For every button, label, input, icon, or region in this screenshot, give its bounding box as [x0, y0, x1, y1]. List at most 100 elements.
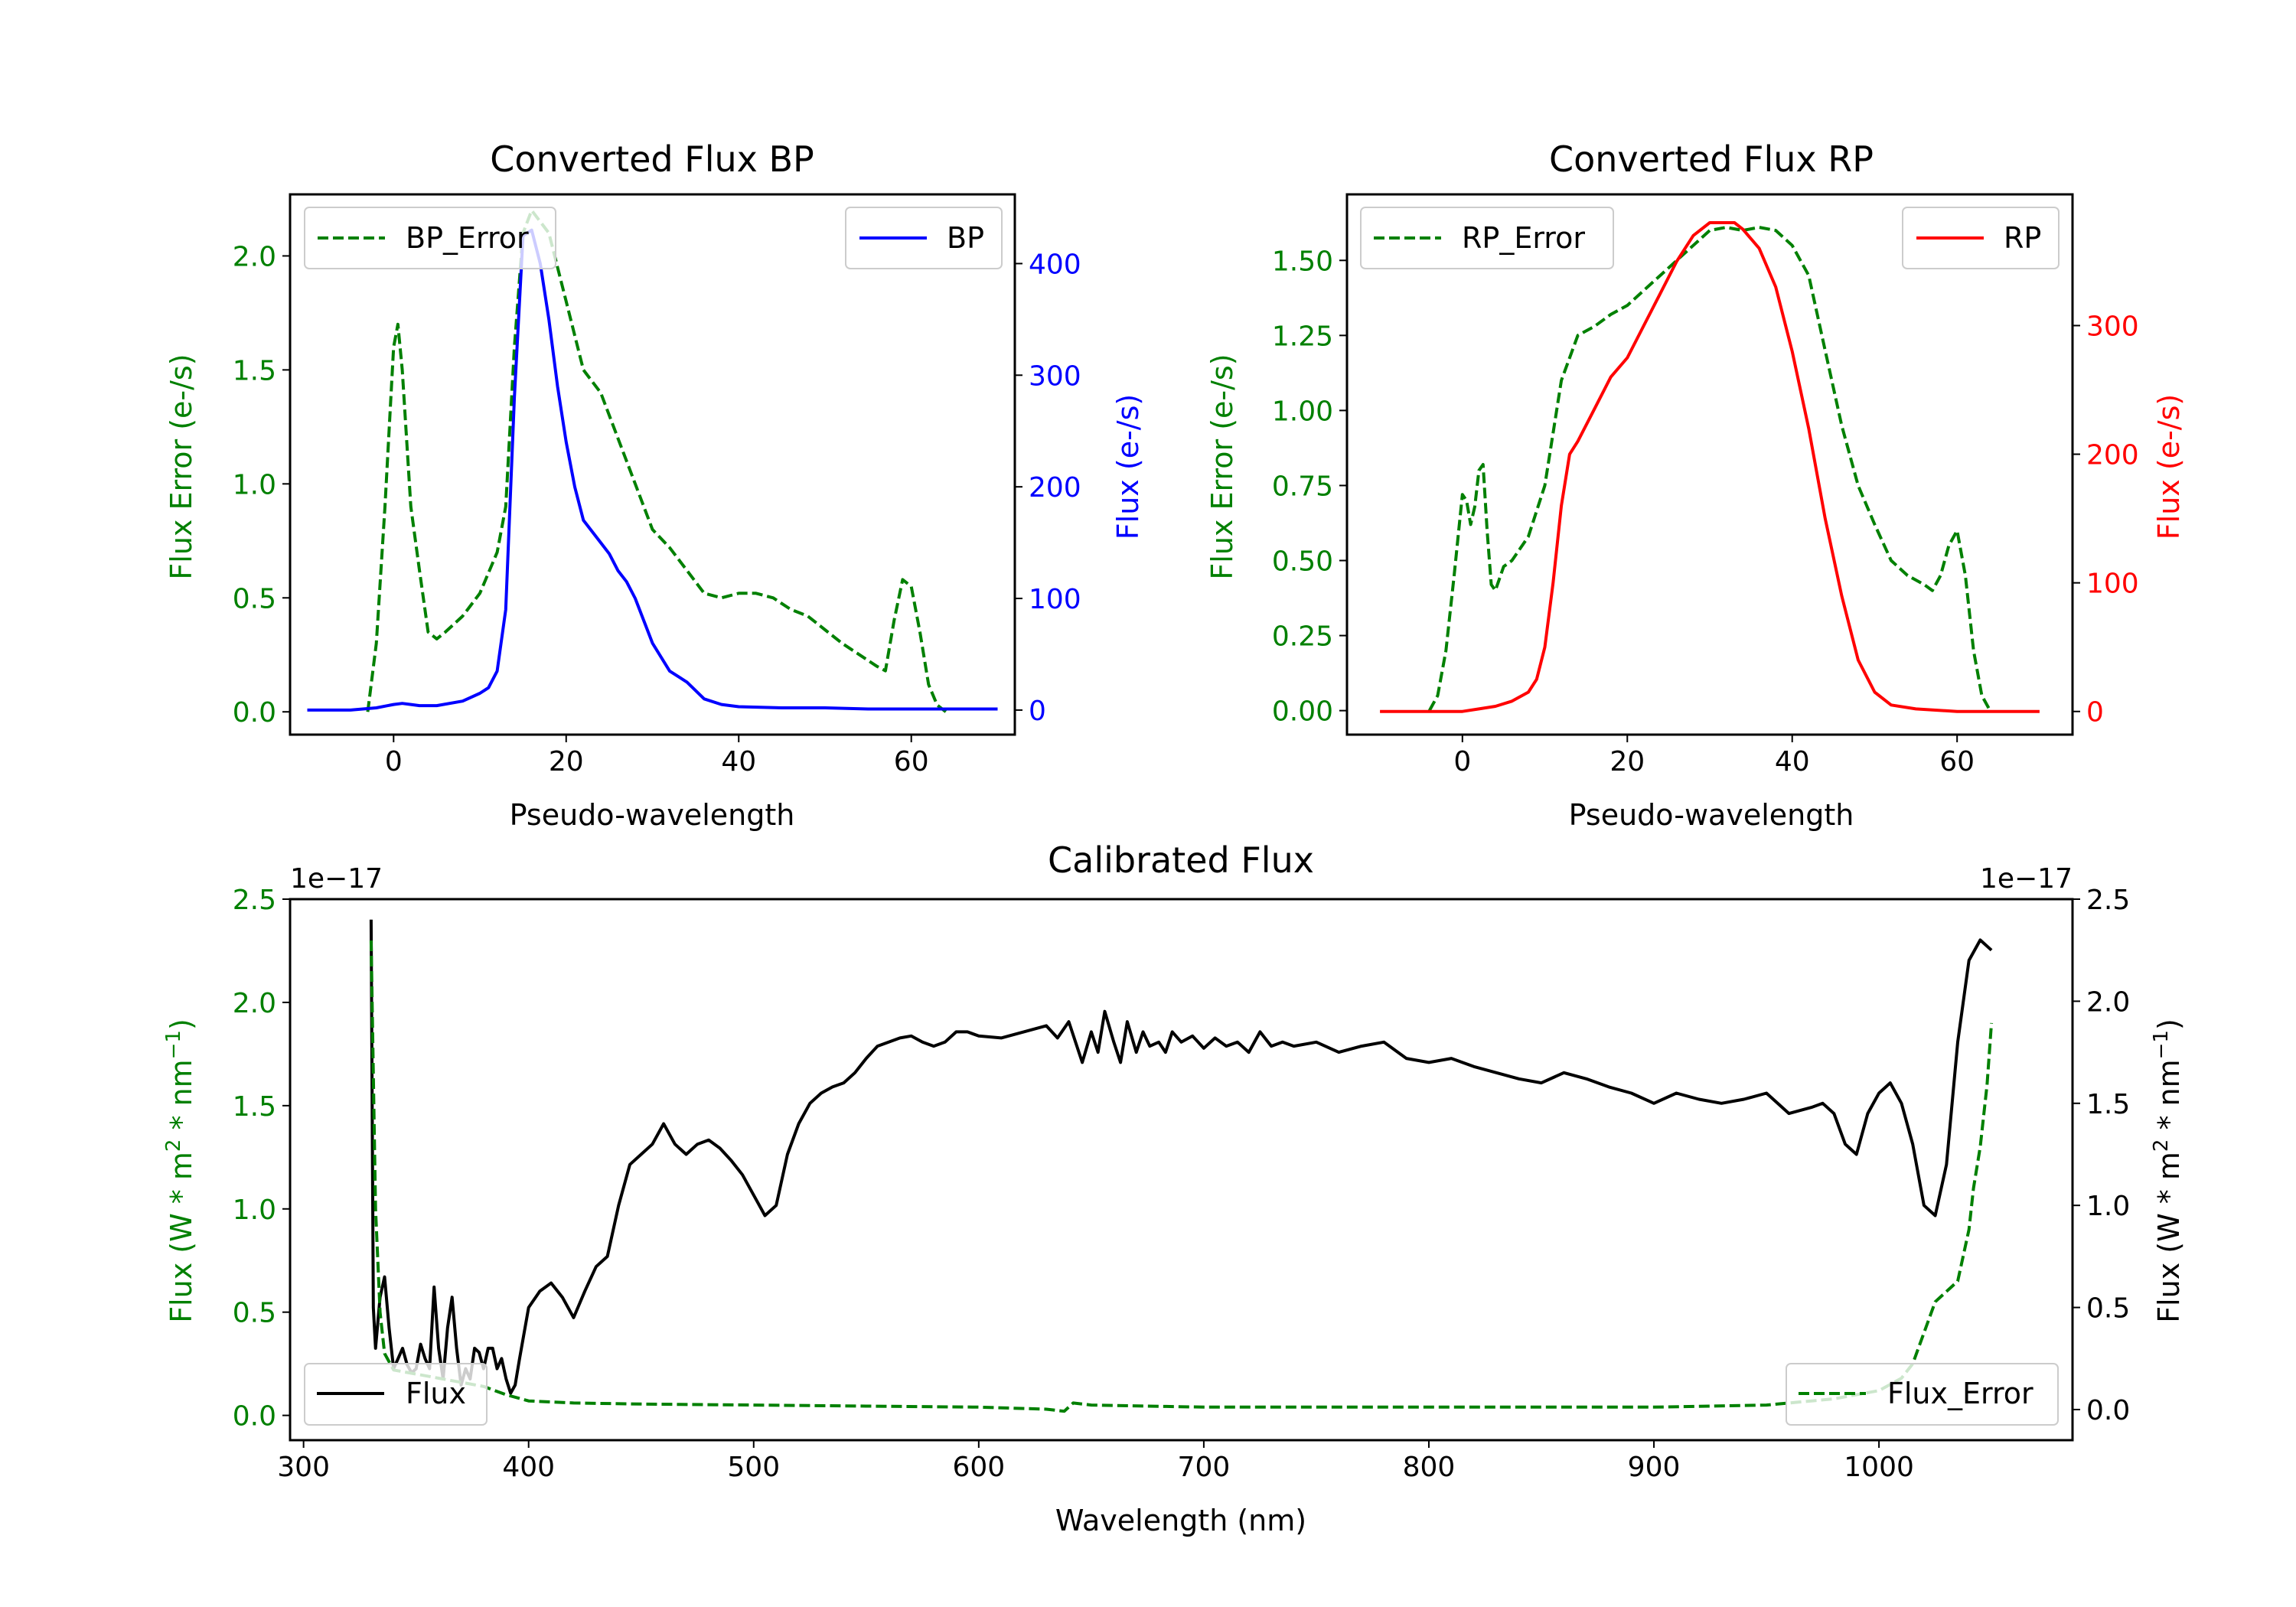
bp-left-ytick-label: 2.0: [233, 241, 276, 272]
calibrated-xtick-label: 600: [952, 1452, 1005, 1483]
calibrated-left-ytick-label: 1.0: [233, 1195, 276, 1226]
rp-left-ytick-label: 1.50: [1272, 246, 1333, 277]
calibrated-left-ytick-label: 2.5: [233, 885, 276, 916]
calibrated-right-ylabel-a: Flux (W * m: [2152, 1152, 2186, 1323]
bp-ticks: 0 20 40 60 0.0 0.5 1.0 1.5 2.0 0 100 200 300 400: [233, 241, 1081, 777]
bp-bp-error-line: [366, 208, 947, 713]
calibrated-flux-line: [369, 919, 1993, 1395]
bp-xtick-label: 20: [549, 746, 584, 777]
rp-legend-label: RP: [2004, 221, 2041, 255]
bp-panel: Converted Flux BP Pseudo-wavelength Flux…: [165, 139, 1145, 832]
rp-error-legend-label: RP_Error: [1462, 221, 1585, 255]
rp-left-ytick-label: 1.25: [1272, 321, 1333, 352]
rp-xlabel: Pseudo-wavelength: [1569, 798, 1854, 832]
calibrated-right-ytick-label: 2.0: [2086, 986, 2130, 1018]
flux-error-legend-label: Flux_Error: [1887, 1377, 2033, 1410]
bp-error-legend-box: [304, 207, 556, 269]
rp-error-legend-box: [1360, 207, 1614, 269]
calibrated-xtick-label: 900: [1628, 1452, 1681, 1483]
rp-xtick-label: 20: [1609, 746, 1645, 777]
bp-left-ylabel: Flux Error (e-/s): [165, 354, 198, 579]
rp-xtick-label: 60: [1939, 746, 1975, 777]
bp-xtick-label: 40: [721, 746, 756, 777]
bp-left-ytick-label: 0.0: [233, 697, 276, 729]
bp-right-ytick-label: 0: [1029, 696, 1046, 727]
rp-plot-frame: [1345, 193, 2074, 736]
calibrated-xlabel: Wavelength (nm): [1055, 1504, 1306, 1537]
calibrated-right-ytick-label: 1.5: [2086, 1089, 2130, 1120]
bp-left-ytick-label: 0.5: [233, 583, 276, 614]
rp-panel: Converted Flux RP Pseudo-wavelength Flux…: [1205, 139, 2186, 832]
rp-rp-line: [1380, 221, 2040, 713]
calibrated-right-offset: 1e−17: [1980, 863, 2073, 895]
bp-xlabel: Pseudo-wavelength: [510, 798, 795, 832]
bp-left-ytick-label: 1.5: [233, 355, 276, 386]
calibrated-left-ylabel: Flux (W * m2 * nm−1): [162, 1019, 198, 1323]
calibrated-xtick-label: 700: [1178, 1452, 1231, 1483]
calibrated-left-ylabel-a: Flux (W * m: [165, 1152, 198, 1323]
calibrated-xtick-label: 800: [1403, 1452, 1456, 1483]
calibrated-xtick-label: 400: [502, 1452, 555, 1483]
rp-rp-error-line: [1427, 226, 1992, 712]
rp-lines: [1380, 221, 2040, 713]
calibrated-right-ylabel-c: * nm: [2152, 1059, 2186, 1139]
bp-bp-line: [307, 228, 998, 712]
bp-lines: [307, 208, 998, 713]
rp-right-ytick-label: 100: [2086, 569, 2139, 600]
calibrated-right-ytick-label: 0.5: [2086, 1293, 2130, 1325]
rp-title: Converted Flux RP: [1549, 139, 1874, 180]
calibrated-right-ytick-label: 1.0: [2086, 1191, 2130, 1222]
calibrated-left-ylabel-d: −1: [162, 1030, 185, 1059]
rp-ticks: 0 20 40 60 0.00 0.25 0.50 0.75 1.00 1.25 1.50 0 100 2…: [1272, 246, 2139, 777]
flux-legend: Flux: [304, 1363, 488, 1426]
calibrated-left-ytick-label: 0.5: [233, 1298, 276, 1329]
bp-error-legend-label: BP_Error: [406, 221, 529, 255]
calibrated-right-ytick-label: 2.5: [2086, 885, 2130, 916]
calibrated-xtick-label: 300: [277, 1452, 330, 1483]
calibrated-left-ylabel-e: ): [165, 1019, 198, 1030]
flux-error-legend: Flux_Error: [1786, 1363, 2059, 1426]
bp-plot-frame: [289, 193, 1016, 736]
calibrated-left-ylabel-c: * nm: [165, 1059, 198, 1139]
calibrated-plot-frame: [289, 898, 2074, 1442]
calibrated-right-ytick-label: 0.0: [2086, 1395, 2130, 1426]
rp-left-ytick-label: 0.25: [1272, 621, 1333, 653]
rp-left-ytick-label: 0.50: [1272, 546, 1333, 578]
bp-xtick-label: 60: [894, 746, 929, 777]
rp-right-ytick-label: 0: [2086, 697, 2104, 729]
flux-error-legend-box: [1786, 1363, 2059, 1426]
rp-right-ytick-label: 200: [2086, 440, 2139, 471]
flux-legend-label: Flux: [406, 1377, 466, 1410]
calibrated-left-ytick-label: 2.0: [233, 988, 276, 1019]
bp-title: Converted Flux BP: [490, 139, 814, 180]
bp-right-ytick-label: 100: [1029, 584, 1081, 615]
rp-left-ytick-label: 1.00: [1272, 396, 1333, 427]
rp-error-legend: RP_Error: [1360, 207, 1614, 269]
calibrated-title: Calibrated Flux: [1048, 839, 1314, 881]
bp-error-legend: BP_Error: [304, 207, 556, 269]
calibrated-left-ylabel-b: 2: [162, 1139, 185, 1152]
bp-right-ylabel: Flux (e-/s): [1111, 394, 1145, 539]
calibrated-right-ylabel-b: 2: [2150, 1139, 2173, 1152]
bp-xtick-label: 0: [385, 746, 403, 777]
bp-right-ytick-label: 300: [1029, 360, 1081, 392]
calibrated-right-ylabel-e: ): [2152, 1019, 2186, 1030]
calibrated-left-ytick-label: 1.5: [233, 1091, 276, 1123]
bp-right-ytick-label: 200: [1029, 472, 1081, 504]
rp-left-ytick-label: 0.00: [1272, 696, 1333, 728]
bp-legend-label: BP: [947, 221, 984, 255]
calibrated-left-ytick-label: 0.0: [233, 1401, 276, 1433]
rp-right-ytick-label: 300: [2086, 311, 2139, 342]
rp-left-ytick-label: 0.75: [1272, 471, 1333, 502]
flux-legend-box: [304, 1363, 488, 1426]
calibrated-left-offset: 1e−17: [290, 863, 383, 895]
calibrated-right-ylabel-d: −1: [2150, 1030, 2173, 1059]
calibrated-xtick-label: 500: [727, 1452, 780, 1483]
rp-left-ylabel: Flux Error (e-/s): [1205, 354, 1239, 579]
calibrated-right-ylabel: Flux (W * m2 * nm−1): [2150, 1019, 2186, 1323]
bp-right-ytick-label: 400: [1029, 249, 1081, 280]
rp-xtick-label: 0: [1453, 746, 1471, 777]
calibrated-ticks: 300 400 500 600 700 800 900 1000 0.0 0.5 1.0 1.5 2.0…: [233, 885, 2131, 1483]
calibrated-panel: Calibrated Flux Wavelength (nm) 1e−17 1e…: [162, 839, 2186, 1537]
